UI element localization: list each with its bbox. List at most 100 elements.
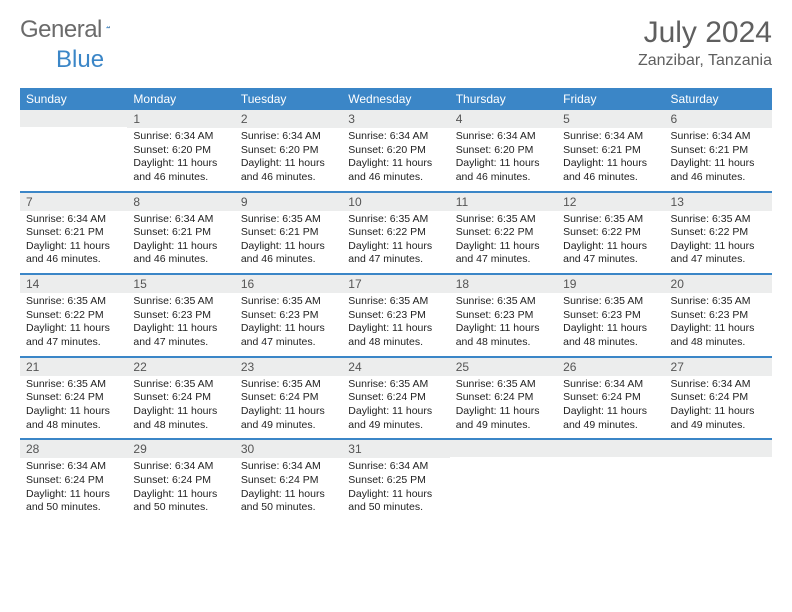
calendar-day: 11Sunrise: 6:35 AMSunset: 6:22 PMDayligh…: [450, 192, 557, 275]
calendar-day: 26Sunrise: 6:34 AMSunset: 6:24 PMDayligh…: [557, 357, 664, 440]
day-number: 9: [235, 193, 342, 211]
calendar-day: [20, 110, 127, 192]
dayname-header: Monday: [127, 88, 234, 110]
calendar-day: 15Sunrise: 6:35 AMSunset: 6:23 PMDayligh…: [127, 274, 234, 357]
title-block: July 2024 Zanzibar, Tanzania: [638, 16, 772, 70]
calendar-day: 13Sunrise: 6:35 AMSunset: 6:22 PMDayligh…: [665, 192, 772, 275]
day-info: Sunrise: 6:35 AMSunset: 6:24 PMDaylight:…: [450, 376, 557, 439]
day-number: 25: [450, 358, 557, 376]
dayname-header: Sunday: [20, 88, 127, 110]
calendar-day: 4Sunrise: 6:34 AMSunset: 6:20 PMDaylight…: [450, 110, 557, 192]
day-number: 15: [127, 275, 234, 293]
day-info: Sunrise: 6:35 AMSunset: 6:24 PMDaylight:…: [20, 376, 127, 439]
calendar-day: 24Sunrise: 6:35 AMSunset: 6:24 PMDayligh…: [342, 357, 449, 440]
calendar-day: 5Sunrise: 6:34 AMSunset: 6:21 PMDaylight…: [557, 110, 664, 192]
day-number: 8: [127, 193, 234, 211]
day-number: 14: [20, 275, 127, 293]
calendar-day: 17Sunrise: 6:35 AMSunset: 6:23 PMDayligh…: [342, 274, 449, 357]
day-info: Sunrise: 6:35 AMSunset: 6:24 PMDaylight:…: [127, 376, 234, 439]
day-number: [20, 110, 127, 127]
day-info: Sunrise: 6:34 AMSunset: 6:20 PMDaylight:…: [235, 128, 342, 191]
calendar-table: SundayMondayTuesdayWednesdayThursdayFrid…: [20, 88, 772, 521]
day-number: 29: [127, 440, 234, 458]
day-info: Sunrise: 6:35 AMSunset: 6:23 PMDaylight:…: [450, 293, 557, 356]
day-info: Sunrise: 6:35 AMSunset: 6:22 PMDaylight:…: [557, 211, 664, 274]
calendar-day: 25Sunrise: 6:35 AMSunset: 6:24 PMDayligh…: [450, 357, 557, 440]
location-label: Zanzibar, Tanzania: [638, 52, 772, 70]
day-info: Sunrise: 6:34 AMSunset: 6:20 PMDaylight:…: [450, 128, 557, 191]
day-number: 30: [235, 440, 342, 458]
day-info: Sunrise: 6:34 AMSunset: 6:24 PMDaylight:…: [235, 458, 342, 521]
day-info: Sunrise: 6:34 AMSunset: 6:24 PMDaylight:…: [557, 376, 664, 439]
day-number: 5: [557, 110, 664, 128]
day-info: Sunrise: 6:34 AMSunset: 6:20 PMDaylight:…: [342, 128, 449, 191]
calendar-body: 1Sunrise: 6:34 AMSunset: 6:20 PMDaylight…: [20, 110, 772, 521]
calendar-day: 6Sunrise: 6:34 AMSunset: 6:21 PMDaylight…: [665, 110, 772, 192]
dayname-header: Tuesday: [235, 88, 342, 110]
day-number: 19: [557, 275, 664, 293]
calendar-day: 31Sunrise: 6:34 AMSunset: 6:25 PMDayligh…: [342, 439, 449, 521]
day-info: Sunrise: 6:34 AMSunset: 6:21 PMDaylight:…: [557, 128, 664, 191]
day-info: Sunrise: 6:34 AMSunset: 6:21 PMDaylight:…: [127, 211, 234, 274]
day-number: 1: [127, 110, 234, 128]
day-number: 21: [20, 358, 127, 376]
calendar-day: 30Sunrise: 6:34 AMSunset: 6:24 PMDayligh…: [235, 439, 342, 521]
day-number: 12: [557, 193, 664, 211]
calendar-day: 9Sunrise: 6:35 AMSunset: 6:21 PMDaylight…: [235, 192, 342, 275]
calendar-week: 7Sunrise: 6:34 AMSunset: 6:21 PMDaylight…: [20, 192, 772, 275]
calendar-day: 27Sunrise: 6:34 AMSunset: 6:24 PMDayligh…: [665, 357, 772, 440]
dayname-header: Thursday: [450, 88, 557, 110]
calendar-day: 16Sunrise: 6:35 AMSunset: 6:23 PMDayligh…: [235, 274, 342, 357]
calendar-day: 12Sunrise: 6:35 AMSunset: 6:22 PMDayligh…: [557, 192, 664, 275]
day-info: Sunrise: 6:35 AMSunset: 6:24 PMDaylight:…: [235, 376, 342, 439]
day-info: Sunrise: 6:35 AMSunset: 6:24 PMDaylight:…: [342, 376, 449, 439]
day-info: Sunrise: 6:35 AMSunset: 6:22 PMDaylight:…: [20, 293, 127, 356]
day-number: 20: [665, 275, 772, 293]
calendar-day: 23Sunrise: 6:35 AMSunset: 6:24 PMDayligh…: [235, 357, 342, 440]
day-number: [557, 440, 664, 457]
day-number: 7: [20, 193, 127, 211]
brand-blue: Blue: [56, 46, 104, 73]
day-number: 27: [665, 358, 772, 376]
day-info: Sunrise: 6:34 AMSunset: 6:24 PMDaylight:…: [127, 458, 234, 521]
brand-gray: General: [20, 16, 102, 44]
day-info: Sunrise: 6:35 AMSunset: 6:22 PMDaylight:…: [450, 211, 557, 274]
day-info: Sunrise: 6:34 AMSunset: 6:24 PMDaylight:…: [20, 458, 127, 521]
day-number: 6: [665, 110, 772, 128]
day-number: 18: [450, 275, 557, 293]
day-number: 22: [127, 358, 234, 376]
calendar-day: 7Sunrise: 6:34 AMSunset: 6:21 PMDaylight…: [20, 192, 127, 275]
calendar-week: 28Sunrise: 6:34 AMSunset: 6:24 PMDayligh…: [20, 439, 772, 521]
dayname-header: Friday: [557, 88, 664, 110]
brand-logo: General: [20, 16, 130, 44]
day-info: Sunrise: 6:35 AMSunset: 6:23 PMDaylight:…: [665, 293, 772, 356]
calendar-day: 19Sunrise: 6:35 AMSunset: 6:23 PMDayligh…: [557, 274, 664, 357]
day-number: 31: [342, 440, 449, 458]
calendar-day: 1Sunrise: 6:34 AMSunset: 6:20 PMDaylight…: [127, 110, 234, 192]
calendar-day: 8Sunrise: 6:34 AMSunset: 6:21 PMDaylight…: [127, 192, 234, 275]
calendar-day: [450, 439, 557, 521]
day-number: 10: [342, 193, 449, 211]
day-info: Sunrise: 6:35 AMSunset: 6:22 PMDaylight:…: [342, 211, 449, 274]
day-number: 17: [342, 275, 449, 293]
day-number: 3: [342, 110, 449, 128]
calendar-day: 2Sunrise: 6:34 AMSunset: 6:20 PMDaylight…: [235, 110, 342, 192]
day-number: 24: [342, 358, 449, 376]
calendar-day: 14Sunrise: 6:35 AMSunset: 6:22 PMDayligh…: [20, 274, 127, 357]
month-title: July 2024: [638, 16, 772, 50]
calendar-day: 18Sunrise: 6:35 AMSunset: 6:23 PMDayligh…: [450, 274, 557, 357]
calendar-day: 29Sunrise: 6:34 AMSunset: 6:24 PMDayligh…: [127, 439, 234, 521]
day-number: 28: [20, 440, 127, 458]
calendar-page: General July 2024 Zanzibar, Tanzania Blu…: [0, 0, 792, 521]
calendar-day: [665, 439, 772, 521]
day-number: 26: [557, 358, 664, 376]
day-info: Sunrise: 6:35 AMSunset: 6:23 PMDaylight:…: [235, 293, 342, 356]
calendar-day: 28Sunrise: 6:34 AMSunset: 6:24 PMDayligh…: [20, 439, 127, 521]
calendar-day: 20Sunrise: 6:35 AMSunset: 6:23 PMDayligh…: [665, 274, 772, 357]
day-info: Sunrise: 6:34 AMSunset: 6:20 PMDaylight:…: [127, 128, 234, 191]
day-info: Sunrise: 6:35 AMSunset: 6:23 PMDaylight:…: [342, 293, 449, 356]
calendar-day: [557, 439, 664, 521]
day-number: [665, 440, 772, 457]
day-number: 16: [235, 275, 342, 293]
calendar-day: 10Sunrise: 6:35 AMSunset: 6:22 PMDayligh…: [342, 192, 449, 275]
